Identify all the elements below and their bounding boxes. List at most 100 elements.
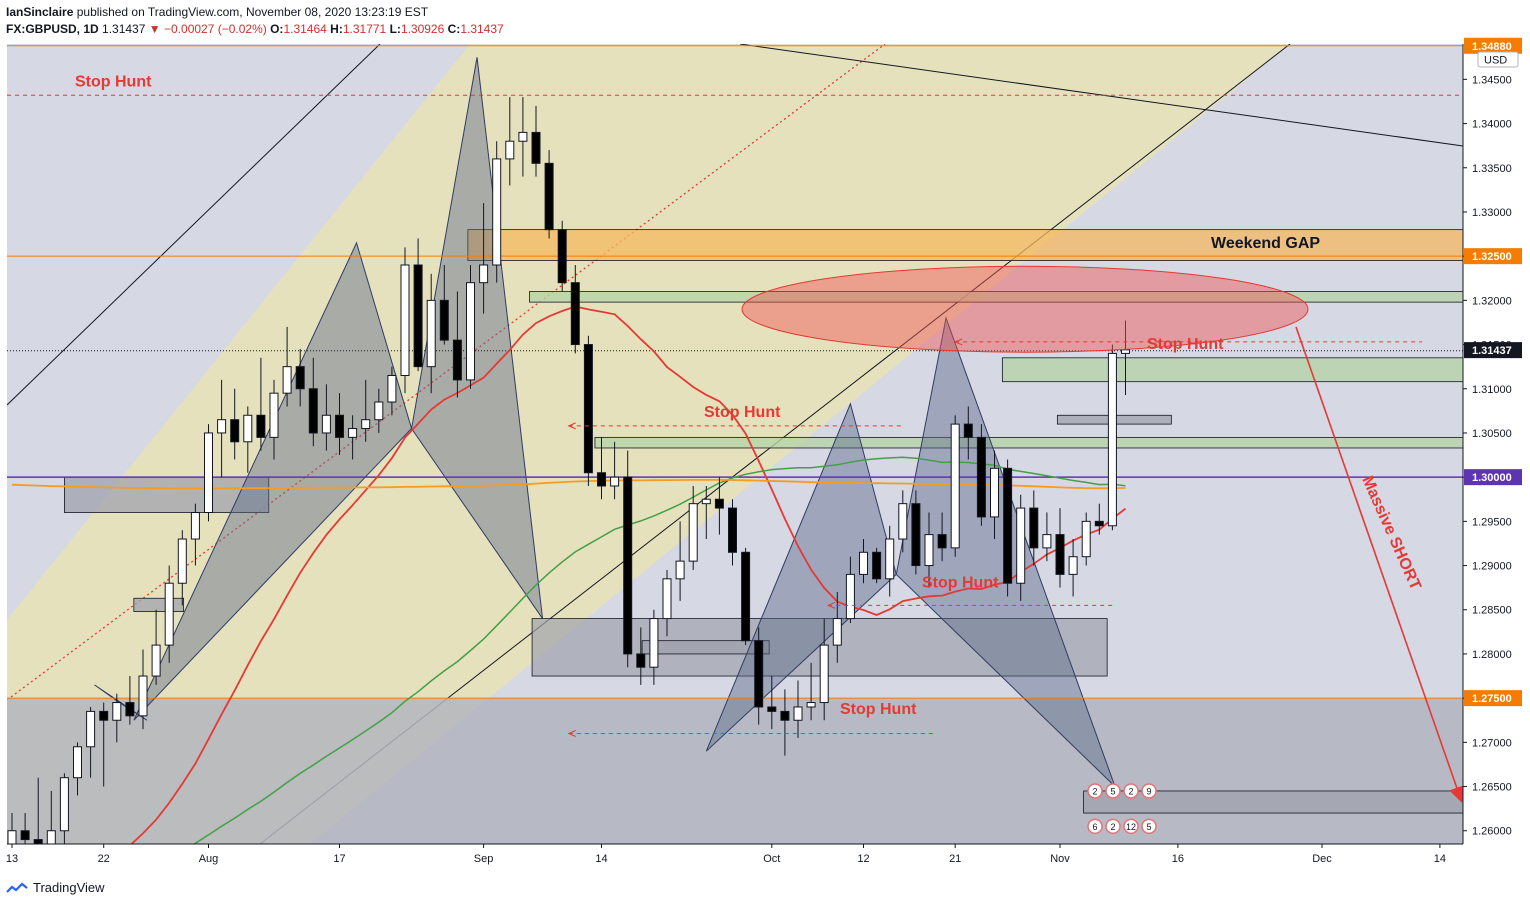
stop-hunt-arrow-sep-head: [567, 730, 576, 737]
candle-bullish: [387, 374, 397, 403]
candle-bearish: [1094, 520, 1104, 527]
candle-bullish: [950, 423, 960, 549]
candle-bullish: [701, 498, 711, 505]
candle-bullish: [845, 573, 855, 620]
event-marker-us-flag-icon: [1141, 818, 1157, 835]
stop-hunt-label-nov: Stop Hunt: [1147, 336, 1224, 353]
time-tick-label: 12: [857, 853, 869, 865]
event-marker-gb-flag-icon: [1141, 783, 1157, 799]
price-label-box: [1464, 342, 1522, 359]
tradingview-logo-icon: [6, 882, 28, 893]
price-chart[interactable]: Stop Hunt Stop Hunt Stop Hunt Stop Hunt Stop…: [0, 0, 1530, 875]
stop-hunt-label-top: Stop Hunt: [75, 73, 152, 90]
weekend-gap-zone: [467, 229, 1463, 261]
price-label-box: [1464, 37, 1522, 54]
stop-hunt-arrow-nov-head: [953, 338, 963, 346]
support-zone-mid: [594, 436, 1463, 449]
candle-bearish: [557, 229, 567, 284]
price-tick-label: 1.33000: [1472, 207, 1512, 219]
price-tick-label: 1.33500: [1472, 163, 1512, 175]
candle-bearish: [230, 419, 240, 443]
candle-bearish: [439, 299, 449, 341]
pattern-oct-triangle: [705, 402, 897, 752]
time-tick-label: Sep: [474, 853, 494, 865]
candle-bullish: [806, 702, 816, 708]
price-label-text: 1.27500: [1472, 693, 1512, 705]
candle-bearish: [714, 498, 724, 509]
candle-bearish: [335, 414, 344, 438]
brand-name[interactable]: TradingView: [33, 880, 105, 895]
massive-short-arrow: [1295, 326, 1463, 803]
candle-bullish: [466, 282, 475, 381]
event-marker-us-count: 2: [1110, 822, 1115, 832]
candle-bullish: [204, 432, 213, 514]
ma-green: [192, 456, 1126, 844]
price-label-text: 1.32500: [1472, 251, 1512, 263]
candle-bullish: [138, 675, 148, 717]
small-box-sep: [641, 640, 770, 655]
candle-bullish: [1068, 556, 1078, 575]
candle-bearish: [583, 344, 593, 474]
candle-bullish: [361, 419, 371, 430]
candle-bullish: [112, 702, 122, 721]
author-name[interactable]: IanSinclaire: [6, 5, 74, 19]
currency-tag: [1477, 51, 1519, 68]
stop-hunt-arrow-oct-low-head: [826, 601, 836, 609]
candle-bearish: [256, 414, 266, 438]
high-value: 1.31771: [342, 22, 387, 36]
candle-bullish: [151, 644, 161, 677]
event-marker-gb-count: 2: [1128, 786, 1133, 796]
candle-bullish: [348, 428, 358, 438]
price-label-text: 1.31437: [1472, 345, 1512, 357]
price-label-box: [1464, 469, 1522, 486]
candle-bullish: [269, 392, 279, 438]
symbol-label[interactable]: FX:GBPUSD, 1D: [6, 22, 99, 36]
close-value: 1.31437: [460, 22, 504, 36]
price-tick-label: 1.34000: [1472, 119, 1512, 131]
candle-bullish: [832, 618, 842, 646]
candle-bearish: [1055, 534, 1065, 575]
price-tick-label: 1.30500: [1472, 428, 1512, 440]
stop-hunt-label-oct: Stop Hunt: [704, 404, 781, 421]
candle-bullish: [374, 401, 384, 421]
time-tick-label: 21: [949, 853, 961, 865]
open-value: 1.31464: [283, 22, 327, 36]
open-label: O:: [270, 22, 284, 36]
target-zone: [1083, 790, 1463, 814]
candle-bearish: [767, 706, 777, 712]
pattern-xabc-left: [133, 241, 413, 721]
event-marker-us-count: 12: [1126, 822, 1136, 832]
candle-bullish: [190, 512, 200, 540]
candle-bearish: [33, 839, 43, 844]
price-tick-label: 1.26500: [1472, 782, 1512, 794]
event-marker-us-flag-icon: [1087, 818, 1103, 835]
candle-bearish: [413, 264, 423, 368]
candle-bullish: [321, 414, 331, 434]
price-tick-label: 1.29500: [1472, 516, 1512, 528]
candle-bearish: [295, 366, 305, 390]
candle-bearish: [963, 423, 973, 438]
event-marker-us-count: 5: [1146, 822, 1151, 832]
candle-bullish: [217, 419, 227, 434]
event-marker-gb-count: 9: [1146, 786, 1151, 796]
event-marker-gb-flag-icon: [1123, 783, 1139, 799]
high-label: H:: [330, 22, 343, 36]
support-zone-high: [1001, 357, 1463, 383]
demand-box-left: [64, 476, 270, 513]
stop-hunt-label-sep: Stop Hunt: [840, 701, 917, 718]
candle-bullish: [675, 560, 685, 580]
time-tick-label: 17: [333, 853, 345, 865]
candle-bearish: [125, 702, 135, 717]
ma-red: [130, 305, 1127, 844]
candle-bearish: [20, 830, 30, 841]
ma-orange: [11, 479, 1126, 490]
stop-hunt-ellipse: [741, 265, 1309, 353]
candle-bearish: [1029, 507, 1039, 549]
candle-bearish: [636, 653, 646, 668]
low-label: L:: [389, 22, 401, 36]
candle-bearish: [754, 640, 764, 708]
footer: TradingView: [6, 880, 105, 895]
price-change: −0.00027 (−0.02%): [164, 22, 267, 36]
candle-bullish: [177, 538, 187, 584]
price-tick-label: 1.27000: [1472, 737, 1512, 749]
